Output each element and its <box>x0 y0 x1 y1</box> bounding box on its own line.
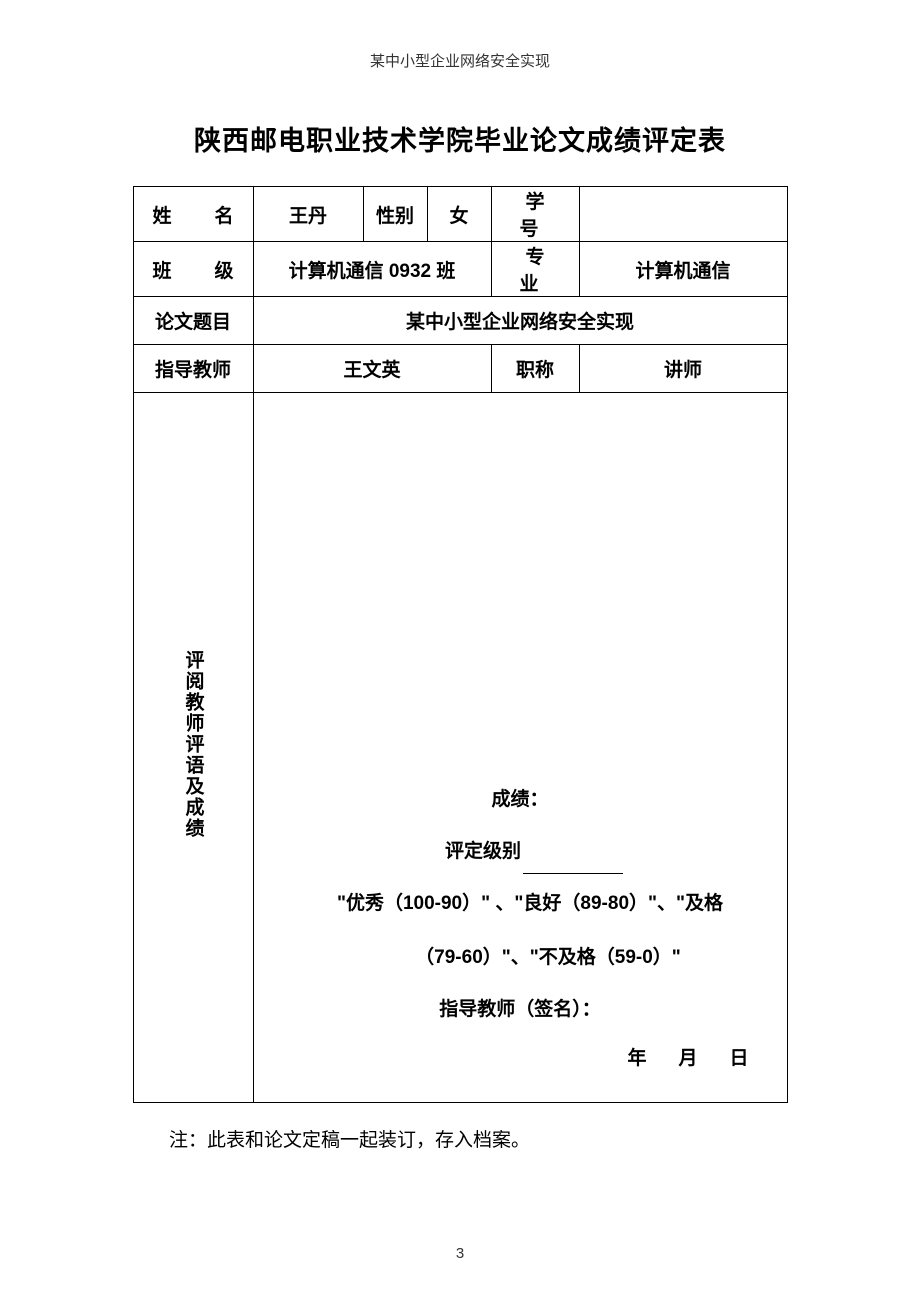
thesis-topic-label: 论文题目 <box>133 297 253 345</box>
table-row: 姓 名 王丹 性别 女 学 号 <box>133 187 787 242</box>
year-label: 年 <box>627 1048 646 1069</box>
evaluation-label: 评阅教师评语及成绩 <box>180 650 207 839</box>
evaluation-content: 成绩： 评定级别 "优秀（100-90）" 、"良好（89-80）"、"及格 （… <box>254 393 787 1102</box>
footnote: 注：此表和论文定稿一起装订，存入档案。 <box>133 1125 787 1152</box>
table-row: 指导教师 王文英 职称 讲师 <box>133 345 787 393</box>
thesis-topic-value: 某中小型企业网络安全实现 <box>253 297 787 345</box>
grade-label: 评定级别 <box>445 841 521 862</box>
student-id-label: 学 号 <box>491 187 579 242</box>
table-row: 评阅教师评语及成绩 成绩： 评定级别 "优秀（100-90）" 、"良好（89-… <box>133 393 787 1103</box>
position-title-label: 职称 <box>491 345 579 393</box>
page-header: 某中小型企业网络安全实现 <box>0 0 920 71</box>
class-value: 计算机通信 0932 班 <box>253 242 491 297</box>
evaluation-blank-area <box>274 417 767 777</box>
major-label: 专 业 <box>491 242 579 297</box>
page-number: 3 <box>0 1245 920 1262</box>
signature-label: 指导教师（签名）： <box>274 987 767 1033</box>
position-title-value: 讲师 <box>579 345 787 393</box>
name-value: 王丹 <box>253 187 363 242</box>
advisor-label: 指导教师 <box>133 345 253 393</box>
score-label: 成绩： <box>274 777 767 823</box>
document-title: 陕西邮电职业技术学院毕业论文成绩评定表 <box>0 119 920 158</box>
major-value: 计算机通信 <box>579 242 787 297</box>
evaluation-content-cell: 成绩： 评定级别 "优秀（100-90）" 、"良好（89-80）"、"及格 （… <box>253 393 787 1103</box>
date-line: 年月日 <box>627 1036 748 1082</box>
evaluation-form-table: 姓 名 王丹 性别 女 学 号 班 级 计算机通信 0932 班 专 业 计算机… <box>133 186 788 1103</box>
grade-description-line2: （79-60）"、"不及格（59-0）" <box>274 934 767 982</box>
gender-label: 性别 <box>363 187 427 242</box>
advisor-value: 王文英 <box>253 345 491 393</box>
grade-description-line1: "优秀（100-90）" 、"良好（89-80）"、"及格 <box>274 880 767 928</box>
month-label: 月 <box>678 1048 697 1069</box>
grade-underline <box>523 873 623 874</box>
name-label: 姓 名 <box>133 187 253 242</box>
class-label: 班 级 <box>133 242 253 297</box>
table-row: 班 级 计算机通信 0932 班 专 业 计算机通信 <box>133 242 787 297</box>
gender-value: 女 <box>427 187 491 242</box>
grade-line: 评定级别 <box>274 829 767 875</box>
evaluation-label-cell: 评阅教师评语及成绩 <box>133 393 253 1103</box>
day-label: 日 <box>729 1048 748 1069</box>
student-id-value <box>579 187 787 242</box>
table-row: 论文题目 某中小型企业网络安全实现 <box>133 297 787 345</box>
